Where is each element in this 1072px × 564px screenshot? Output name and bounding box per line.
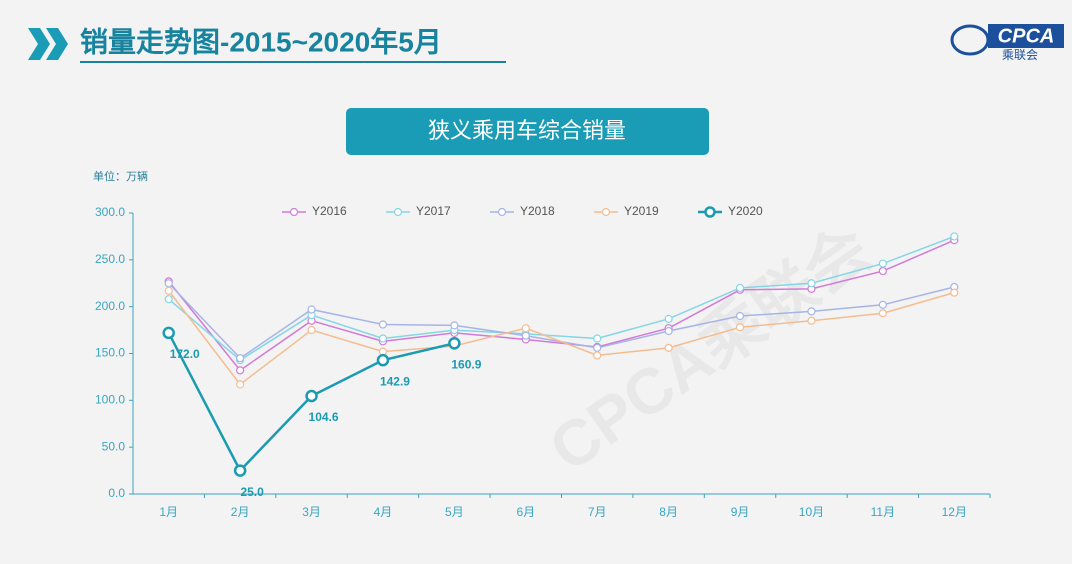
data-point bbox=[807, 279, 816, 288]
legend-marker bbox=[601, 207, 611, 217]
data-point bbox=[664, 326, 673, 336]
legend-label: Y2018 bbox=[520, 204, 555, 218]
x-tick-label: 5月 bbox=[445, 505, 464, 519]
data-point bbox=[307, 325, 316, 335]
chevron bbox=[46, 28, 68, 60]
data-label: 160.9 bbox=[451, 357, 481, 371]
data-point bbox=[593, 351, 602, 360]
data-point bbox=[378, 320, 388, 329]
legend-label: Y2017 bbox=[416, 204, 451, 218]
y-tick-label: 200.0 bbox=[95, 299, 125, 313]
y-tick-label: 250.0 bbox=[95, 252, 125, 266]
logo-subtext: 乘联会 bbox=[1002, 48, 1038, 62]
legend-marker bbox=[704, 206, 716, 218]
data-point bbox=[376, 353, 390, 367]
page-title: 销量走势图-2015~2020年5月 bbox=[80, 25, 442, 57]
y-tick-label: 300.0 bbox=[95, 205, 125, 219]
data-point bbox=[236, 380, 245, 389]
data-point bbox=[950, 232, 959, 241]
legend-marker bbox=[289, 207, 299, 217]
x-tick-label: 10月 bbox=[799, 505, 824, 519]
x-tick-label: 3月 bbox=[302, 505, 321, 519]
legend-label: Y2020 bbox=[728, 204, 763, 218]
data-point bbox=[521, 324, 530, 333]
data-point bbox=[878, 266, 887, 276]
y-tick-label: 0.0 bbox=[108, 486, 125, 500]
data-point bbox=[878, 259, 887, 268]
x-tick-label: 9月 bbox=[731, 505, 750, 519]
data-point bbox=[735, 323, 745, 332]
data-point bbox=[878, 309, 887, 318]
legend-label: Y2016 bbox=[312, 204, 347, 218]
data-point bbox=[807, 307, 816, 316]
logo-text: CPCA bbox=[998, 25, 1055, 47]
banner bbox=[346, 108, 709, 155]
data-point bbox=[735, 311, 745, 321]
data-point bbox=[735, 283, 745, 293]
data-point bbox=[164, 295, 173, 304]
y-tick-label: 100.0 bbox=[95, 393, 125, 407]
data-point bbox=[236, 354, 245, 363]
series-line bbox=[168, 290, 955, 386]
data-point bbox=[664, 314, 673, 323]
x-tick-label: 7月 bbox=[588, 505, 607, 519]
x-tick-label: 1月 bbox=[159, 505, 178, 519]
data-point bbox=[307, 305, 316, 314]
data-point bbox=[807, 316, 816, 325]
data-point bbox=[378, 334, 388, 343]
data-point bbox=[162, 326, 175, 340]
chart-title: 狭义乘用车综合销量 bbox=[428, 118, 626, 143]
y-tick-label: 150.0 bbox=[95, 346, 125, 360]
data-point bbox=[305, 389, 318, 403]
y-tick-label: 50.0 bbox=[102, 439, 126, 453]
data-point bbox=[236, 366, 245, 375]
data-point bbox=[164, 286, 173, 295]
data-point bbox=[448, 337, 461, 350]
x-tick-label: 8月 bbox=[659, 505, 678, 519]
unit-label: 单位：万辆 bbox=[93, 169, 148, 183]
data-point bbox=[521, 331, 530, 340]
data-label: 104.6 bbox=[309, 410, 339, 424]
data-point bbox=[593, 334, 602, 343]
series-line bbox=[168, 239, 955, 372]
logo-box bbox=[988, 24, 1064, 48]
legend-marker bbox=[393, 207, 403, 217]
x-tick-label: 6月 bbox=[516, 505, 535, 519]
data-point bbox=[233, 464, 247, 477]
data-point bbox=[950, 288, 959, 297]
series-line bbox=[168, 235, 955, 361]
data-point bbox=[164, 279, 173, 288]
x-tick-label: 4月 bbox=[374, 505, 393, 519]
data-point bbox=[450, 321, 459, 330]
data-label: 25.0 bbox=[240, 485, 264, 499]
legend-label: Y2019 bbox=[624, 204, 659, 218]
x-tick-label: 12月 bbox=[942, 505, 967, 519]
x-tick-label: 2月 bbox=[231, 505, 250, 519]
data-point bbox=[593, 343, 602, 352]
legend-marker bbox=[497, 207, 507, 217]
plot: 0.0 50.0 100.0 150.0 200.0 250.0 300.0 1月 2月 3月 4月… bbox=[95, 204, 991, 519]
data-label: 172.0 bbox=[170, 347, 200, 361]
logo: CPCA 乘联会 bbox=[950, 24, 1064, 62]
data-point bbox=[878, 300, 887, 309]
chevron bbox=[28, 28, 50, 60]
data-point bbox=[664, 343, 673, 352]
data-label: 142.9 bbox=[380, 374, 410, 388]
x-tick-label: 11月 bbox=[871, 505, 895, 519]
